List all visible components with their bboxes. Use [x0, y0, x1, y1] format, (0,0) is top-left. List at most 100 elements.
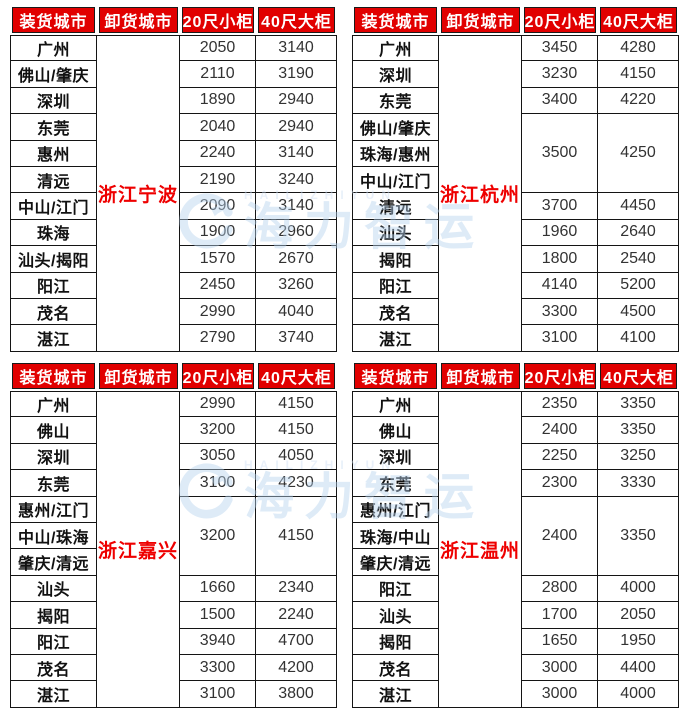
- price-40ft-cell: 2960: [256, 219, 337, 247]
- price-20ft-cell: 1890: [180, 87, 256, 115]
- loading-city-cell: 茂名: [352, 654, 439, 682]
- price-40ft-cell: 4150: [256, 496, 337, 576]
- price-20ft-cell: 2400: [522, 496, 598, 576]
- header-cell: 40尺大柜: [598, 5, 679, 35]
- price-20ft-cell: 3000: [522, 681, 598, 708]
- table-row: 中山/珠海: [10, 522, 337, 550]
- loading-city-cell: 佛山: [10, 417, 97, 444]
- header-cell: 卸货城市: [439, 361, 522, 391]
- table-row: 湛江 3100 3800: [10, 681, 337, 708]
- price-20ft-cell: 2450: [180, 272, 256, 299]
- price-40ft-cell: 4220: [598, 87, 679, 115]
- price-40ft-cell: 4250: [598, 114, 679, 194]
- table-row: 汕头 1960 2640: [352, 219, 679, 247]
- table-row: 佛山 2400 3350: [352, 417, 679, 444]
- table-row: 深圳 2250 3250: [352, 443, 679, 471]
- loading-city-cell: 佛山/肇庆: [10, 61, 97, 88]
- loading-city-cell: 惠州/江门: [352, 496, 439, 523]
- header-cell: 20尺小柜: [522, 5, 598, 35]
- loading-city-cell: 揭阳: [352, 628, 439, 655]
- price-20ft-cell: 1570: [180, 246, 256, 273]
- price-20ft-cell: 2040: [180, 114, 256, 141]
- freight-rate-table: 装货城市 卸货城市 20尺小柜 40尺大柜 广州 浙江温州 2350 3350 佛山 2400 33…: [352, 361, 679, 708]
- price-20ft-cell: 1660: [180, 575, 256, 603]
- header-cell: 卸货城市: [97, 361, 180, 391]
- price-20ft-cell: 2300: [522, 470, 598, 497]
- price-40ft-cell: 2050: [598, 602, 679, 629]
- price-20ft-cell: 3400: [522, 87, 598, 115]
- price-20ft-cell: 1650: [522, 628, 598, 655]
- price-40ft-cell: 4230: [256, 470, 337, 497]
- price-40ft-cell: 5200: [598, 272, 679, 299]
- price-table-ningbo: 装货城市 卸货城市 20尺小柜 40尺大柜 广州 浙江宁波 2050 3140 佛山/肇庆 211…: [10, 5, 337, 352]
- loading-city-cell: 汕头: [352, 219, 439, 247]
- price-20ft-cell: 3940: [180, 628, 256, 655]
- loading-city-cell: 广州: [352, 391, 439, 418]
- loading-city-cell: 阳江: [352, 272, 439, 299]
- price-40ft-cell: 4050: [256, 443, 337, 471]
- table-row: 茂名 2990 4040: [10, 298, 337, 326]
- price-20ft-cell: 2350: [522, 391, 598, 418]
- table-row: 揭阳 1800 2540: [352, 246, 679, 273]
- loading-city-cell: 深圳: [10, 87, 97, 115]
- price-20ft-cell: 3700: [522, 193, 598, 220]
- loading-city-cell: 东莞: [352, 87, 439, 115]
- price-table-jiaxing: 装货城市 卸货城市 20尺小柜 40尺大柜 广州 浙江嘉兴 2990 4150 佛山 3200 41…: [10, 361, 337, 708]
- price-20ft-cell: 3050: [180, 443, 256, 471]
- header-cell: 40尺大柜: [256, 361, 337, 391]
- price-40ft-cell: 4000: [598, 681, 679, 708]
- loading-city-cell: 肇庆/清远: [10, 549, 97, 576]
- price-40ft-cell: 2670: [256, 246, 337, 273]
- table-row: 湛江 3100 4100: [352, 325, 679, 352]
- price-40ft-cell: 4500: [598, 298, 679, 326]
- freight-rate-table: 装货城市 卸货城市 20尺小柜 40尺大柜 广州 浙江宁波 2050 3140 佛山/肇庆 211…: [10, 5, 337, 352]
- price-40ft-cell: 2940: [256, 87, 337, 115]
- price-40ft-cell: 3330: [598, 470, 679, 497]
- loading-city-cell: 汕头: [352, 602, 439, 629]
- table-row: 中山/江门: [352, 166, 679, 194]
- header-cell: 卸货城市: [97, 5, 180, 35]
- loading-city-cell: 汕头/揭阳: [10, 246, 97, 273]
- loading-city-cell: 东莞: [352, 470, 439, 497]
- loading-city-cell: 佛山/肇庆: [352, 114, 439, 141]
- table-row: 清远 2190 3240: [10, 166, 337, 194]
- destination-cell: 浙江嘉兴: [97, 391, 180, 708]
- price-20ft-cell: 3200: [180, 417, 256, 444]
- table-row: 肇庆/清远: [352, 549, 679, 576]
- loading-city-cell: 东莞: [10, 470, 97, 497]
- table-row: 揭阳 1500 2240: [10, 602, 337, 629]
- header-row: 装货城市 卸货城市 20尺小柜 40尺大柜: [10, 5, 337, 35]
- price-40ft-cell: 4150: [598, 61, 679, 88]
- price-40ft-cell: 3240: [256, 166, 337, 194]
- loading-city-cell: 珠海: [10, 219, 97, 247]
- price-40ft-cell: 3350: [598, 496, 679, 576]
- loading-city-cell: 惠州/江门: [10, 496, 97, 523]
- price-40ft-cell: 3350: [598, 391, 679, 418]
- price-20ft-cell: 3230: [522, 61, 598, 88]
- loading-city-cell: 珠海/惠州: [352, 140, 439, 167]
- price-40ft-cell: 3260: [256, 272, 337, 299]
- price-20ft-cell: 2090: [180, 193, 256, 220]
- price-40ft-cell: 2240: [256, 602, 337, 629]
- table-row: 阳江 3940 4700: [10, 628, 337, 655]
- price-40ft-cell: 3250: [598, 443, 679, 471]
- header-cell: 40尺大柜: [598, 361, 679, 391]
- table-row: 广州 浙江嘉兴 2990 4150: [10, 391, 337, 708]
- price-20ft-cell: 3100: [180, 470, 256, 497]
- price-20ft-cell: 3500: [522, 114, 598, 194]
- table-row: 湛江 2790 3740: [10, 325, 337, 352]
- price-20ft-cell: 3450: [522, 35, 598, 62]
- loading-city-cell: 中山/珠海: [10, 522, 97, 550]
- price-40ft-cell: 4100: [598, 325, 679, 352]
- loading-city-cell: 汕头: [10, 575, 97, 603]
- header-cell: 装货城市: [352, 5, 439, 35]
- price-20ft-cell: 2400: [522, 417, 598, 444]
- table-row: 惠州/江门 3200 4150: [10, 496, 337, 576]
- loading-city-cell: 揭阳: [10, 602, 97, 629]
- loading-city-cell: 阳江: [352, 575, 439, 603]
- loading-city-cell: 广州: [352, 35, 439, 62]
- header-cell: 20尺小柜: [180, 5, 256, 35]
- table-row: 揭阳 1650 1950: [352, 628, 679, 655]
- price-20ft-cell: 1960: [522, 219, 598, 247]
- header-row: 装货城市 卸货城市 20尺小柜 40尺大柜: [352, 361, 679, 391]
